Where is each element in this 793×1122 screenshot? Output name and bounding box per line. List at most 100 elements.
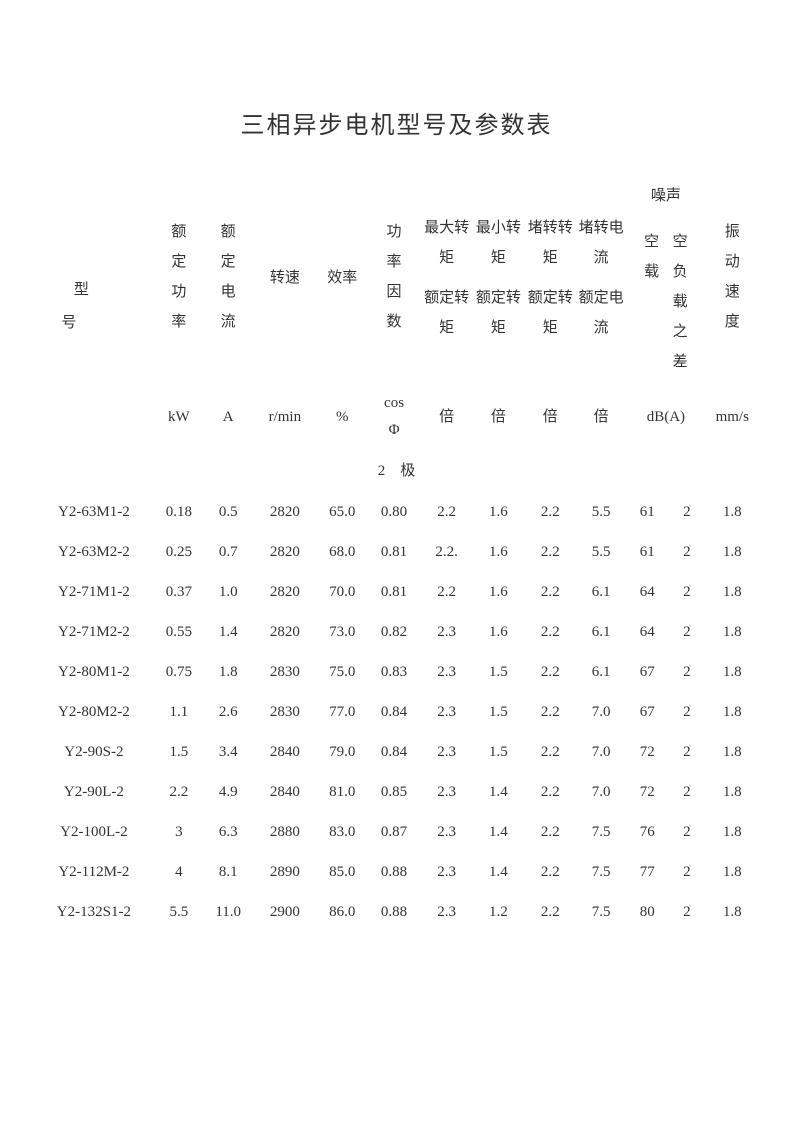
cell-value: 4 bbox=[154, 852, 204, 892]
cell-value: 1.8 bbox=[706, 652, 759, 692]
table-body: Y2-63M1-20.180.5282065.00.802.21.62.25.5… bbox=[34, 492, 759, 932]
cell-value: 4.9 bbox=[204, 772, 253, 812]
cell-value: 2.2 bbox=[524, 652, 576, 692]
unit-cos: cosΦ bbox=[367, 388, 420, 446]
table-row: Y2-90L-22.24.9284081.00.852.31.42.27.072… bbox=[34, 772, 759, 812]
cell-value: 0.88 bbox=[367, 852, 420, 892]
cell-value: 0.80 bbox=[367, 492, 420, 532]
cell-value: 1.6 bbox=[473, 492, 525, 532]
cell-value: 1.8 bbox=[706, 852, 759, 892]
cell-value: 2.2 bbox=[421, 492, 473, 532]
cell-value: 0.88 bbox=[367, 892, 420, 932]
cell-value: 2.2 bbox=[524, 532, 576, 572]
unit-a: A bbox=[204, 388, 253, 446]
cell-value: 2 bbox=[668, 652, 705, 692]
cell-value: 2.3 bbox=[421, 772, 473, 812]
cell-value: 0.87 bbox=[367, 812, 420, 852]
page: 三相异步电机型号及参数表 型 号 额定功率 额定电流 转速 效率 功率因数 最大… bbox=[0, 0, 793, 932]
cell-value: 83.0 bbox=[317, 812, 367, 852]
cell-value: 0.84 bbox=[367, 732, 420, 772]
cell-model: Y2-90S-2 bbox=[34, 732, 154, 772]
cell-value: 76 bbox=[626, 812, 668, 852]
cell-value: 0.5 bbox=[204, 492, 253, 532]
cell-value: 2820 bbox=[252, 572, 317, 612]
cell-value: 1.4 bbox=[473, 852, 525, 892]
cell-value: 2.3 bbox=[421, 612, 473, 652]
cell-value: 3 bbox=[154, 812, 204, 852]
cell-value: 2890 bbox=[252, 852, 317, 892]
table-row: Y2-71M2-20.551.4282073.00.822.31.62.26.1… bbox=[34, 612, 759, 652]
table-row: Y2-100L-236.3288083.00.872.31.42.27.5762… bbox=[34, 812, 759, 852]
cell-value: 1.8 bbox=[706, 732, 759, 772]
cell-value: 2.2 bbox=[524, 692, 576, 732]
cell-value: 2.2 bbox=[524, 572, 576, 612]
col-vibration: 振动速度 bbox=[706, 168, 759, 388]
cell-value: 85.0 bbox=[317, 852, 367, 892]
cell-value: 2830 bbox=[252, 652, 317, 692]
cell-value: 2.2 bbox=[524, 892, 576, 932]
cell-value: 2820 bbox=[252, 612, 317, 652]
cell-value: 79.0 bbox=[317, 732, 367, 772]
cell-model: Y2-71M1-2 bbox=[34, 572, 154, 612]
cell-value: 2 bbox=[668, 892, 705, 932]
cell-value: 1.6 bbox=[473, 532, 525, 572]
cell-value: 2.2 bbox=[524, 612, 576, 652]
cell-value: 70.0 bbox=[317, 572, 367, 612]
cell-value: 1.6 bbox=[473, 572, 525, 612]
cell-value: 6.1 bbox=[576, 572, 626, 612]
cell-value: 77 bbox=[626, 852, 668, 892]
cell-value: 6.1 bbox=[576, 612, 626, 652]
cell-value: 2820 bbox=[252, 492, 317, 532]
cell-value: 2.2 bbox=[524, 772, 576, 812]
cell-value: 2.6 bbox=[204, 692, 253, 732]
cell-value: 67 bbox=[626, 692, 668, 732]
cell-value: 3.4 bbox=[204, 732, 253, 772]
cell-value: 2.2 bbox=[524, 812, 576, 852]
cell-value: 61 bbox=[626, 532, 668, 572]
cell-value: 1.8 bbox=[706, 772, 759, 812]
cell-value: 1.8 bbox=[706, 532, 759, 572]
cell-model: Y2-71M2-2 bbox=[34, 612, 154, 652]
cell-value: 5.5 bbox=[576, 532, 626, 572]
cell-value: 81.0 bbox=[317, 772, 367, 812]
spec-table: 型 号 额定功率 额定电流 转速 效率 功率因数 最大转矩额定转矩 最小转矩额定… bbox=[34, 168, 759, 932]
cell-value: 2.3 bbox=[421, 692, 473, 732]
cell-value: 2 bbox=[668, 732, 705, 772]
cell-value: 8.1 bbox=[204, 852, 253, 892]
cell-value: 72 bbox=[626, 732, 668, 772]
table-row: Y2-63M2-20.250.7282068.00.812.2.1.62.25.… bbox=[34, 532, 759, 572]
cell-value: 1.8 bbox=[706, 812, 759, 852]
table-row: Y2-63M1-20.180.5282065.00.802.21.62.25.5… bbox=[34, 492, 759, 532]
cell-value: 0.82 bbox=[367, 612, 420, 652]
unit-bei3: 倍 bbox=[524, 388, 576, 446]
col-noise: 噪声 空载 空负载之差 bbox=[626, 168, 705, 388]
cell-value: 2 bbox=[668, 612, 705, 652]
page-title: 三相异步电机型号及参数表 bbox=[34, 105, 759, 140]
cell-value: 7.5 bbox=[576, 892, 626, 932]
cell-value: 7.0 bbox=[576, 692, 626, 732]
cell-value: 73.0 bbox=[317, 612, 367, 652]
table-row: Y2-71M1-20.371.0282070.00.812.21.62.26.1… bbox=[34, 572, 759, 612]
cell-value: 0.84 bbox=[367, 692, 420, 732]
cell-value: 67 bbox=[626, 652, 668, 692]
cell-value: 7.0 bbox=[576, 772, 626, 812]
cell-model: Y2-132S1-2 bbox=[34, 892, 154, 932]
cell-value: 2 bbox=[668, 532, 705, 572]
cell-value: 2.2 bbox=[154, 772, 204, 812]
cell-value: 2.3 bbox=[421, 892, 473, 932]
cell-value: 1.4 bbox=[473, 812, 525, 852]
cell-value: 0.7 bbox=[204, 532, 253, 572]
unit-bei1: 倍 bbox=[421, 388, 473, 446]
cell-value: 2 bbox=[668, 852, 705, 892]
col-min-torque: 最小转矩额定转矩 bbox=[473, 168, 525, 388]
cell-value: 1.5 bbox=[473, 692, 525, 732]
cell-value: 2.2. bbox=[421, 532, 473, 572]
table-row: Y2-112M-248.1289085.00.882.31.42.27.5772… bbox=[34, 852, 759, 892]
cell-value: 0.55 bbox=[154, 612, 204, 652]
cell-value: 2 bbox=[668, 772, 705, 812]
cell-value: 1.8 bbox=[706, 492, 759, 532]
cell-value: 2.2 bbox=[524, 852, 576, 892]
cell-value: 2.3 bbox=[421, 852, 473, 892]
unit-db: dB(A) bbox=[626, 388, 705, 446]
cell-value: 1.8 bbox=[706, 612, 759, 652]
